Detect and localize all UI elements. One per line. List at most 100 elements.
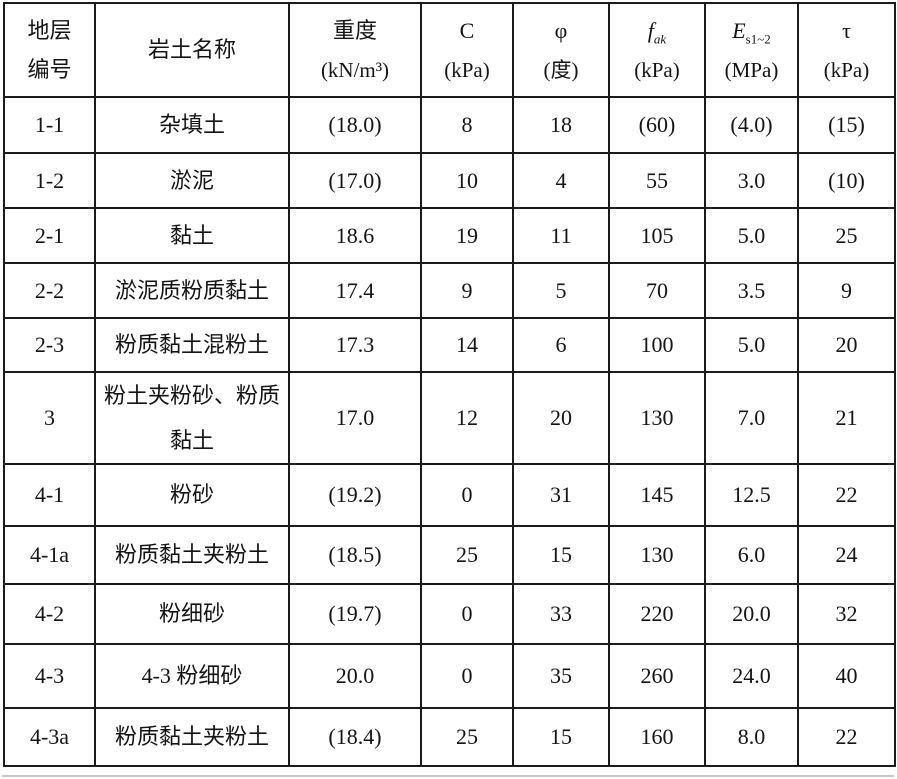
table-row: 4-1 粉砂 (19.2) 0 31 145 12.5 22 [3, 463, 896, 528]
header-fak-symbol: fak [647, 18, 667, 47]
cell-fak: 260 [608, 643, 706, 710]
cell-unit-weight: (17.0) [288, 152, 422, 209]
header-es-unit: (MPa) [724, 57, 779, 82]
cell-fak: (60) [608, 96, 706, 154]
cell-cohesion: 19 [420, 207, 514, 264]
cell-tau: 32 [797, 583, 896, 646]
cell-friction-angle: 11 [512, 207, 610, 264]
cell-layer-id: 4-3a [3, 707, 96, 768]
table-row: 4-3a 粉质黏土夹粉土 (18.4) 25 15 160 8.0 22 [3, 707, 896, 768]
cell-layer-id: 2-3 [3, 317, 96, 373]
cell-es: 24.0 [704, 643, 799, 710]
cell-cohesion: 25 [420, 707, 514, 768]
header-friction-angle-unit: (度) [543, 57, 579, 82]
table-row: 4-2 粉细砂 (19.7) 0 33 220 20.0 32 [3, 583, 896, 646]
cell-friction-angle: 18 [512, 96, 610, 154]
table-row: 2-3 粉质黏土混粉土 17.3 14 6 100 5.0 20 [3, 317, 896, 373]
cell-unit-weight: (18.5) [288, 525, 422, 586]
cell-cohesion: 0 [420, 463, 514, 528]
cell-es: 3.0 [704, 152, 799, 209]
cell-es: 5.0 [704, 317, 799, 373]
cell-layer-id: 4-2 [3, 583, 96, 646]
cell-unit-weight: 20.0 [288, 643, 422, 710]
cell-layer-id: 1-2 [3, 152, 96, 209]
table-row: 1-2 淤泥 (17.0) 10 4 55 3.0 (10) [3, 152, 896, 209]
cell-cohesion: 0 [420, 583, 514, 646]
cell-friction-angle: 15 [512, 707, 610, 768]
cell-friction-angle: 35 [512, 643, 610, 710]
table-row: 4-3 4-3 粉细砂 20.0 0 35 260 24.0 40 [3, 643, 896, 710]
cell-layer-id: 4-1 [3, 463, 96, 528]
cell-cohesion: 12 [420, 370, 514, 466]
cell-layer-id: 1-1 [3, 96, 96, 154]
cell-unit-weight: (18.4) [288, 707, 422, 768]
cell-fak: 160 [608, 707, 706, 768]
cell-unit-weight: 17.0 [288, 370, 422, 466]
cell-soil-name: 粉质黏土夹粉土 [94, 525, 290, 586]
cell-unit-weight: (19.7) [288, 583, 422, 646]
cell-unit-weight: 17.3 [288, 317, 422, 373]
cell-unit-weight: 17.4 [288, 262, 422, 319]
cell-soil-name: 粉细砂 [94, 583, 290, 646]
table-row: 2-2 淤泥质粉质黏土 17.4 9 5 70 3.5 9 [3, 262, 896, 319]
cell-layer-id: 4-1a [3, 525, 96, 586]
cell-tau: 22 [797, 707, 896, 768]
cell-fak: 100 [608, 317, 706, 373]
cell-cohesion: 14 [420, 317, 514, 373]
cell-cohesion: 25 [420, 525, 514, 586]
header-es-symbol: Es1~2 [732, 18, 771, 47]
cell-es: (4.0) [704, 96, 799, 154]
cell-es: 3.5 [704, 262, 799, 319]
header-row: 地层 编号 岩土名称 重度 (kN/m³) C (kPa) φ (度) fak (kPa)… [3, 2, 896, 98]
cell-fak: 105 [608, 207, 706, 264]
header-soil-name: 岩土名称 [94, 2, 290, 98]
cell-layer-id: 2-2 [3, 262, 96, 319]
header-unit-weight-unit: (kN/m³) [320, 57, 390, 82]
cell-tau: 24 [797, 525, 896, 586]
cell-tau: 22 [797, 463, 896, 528]
cell-soil-name: 杂填土 [94, 96, 290, 154]
cell-fak: 130 [608, 525, 706, 586]
header-fak: fak (kPa) [608, 2, 706, 98]
cell-layer-id: 2-1 [3, 207, 96, 264]
cell-soil-name: 淤泥 [94, 152, 290, 209]
header-es: Es1~2 (MPa) [704, 2, 799, 98]
cell-es: 20.0 [704, 583, 799, 646]
header-friction-angle-symbol: φ [554, 18, 568, 44]
cell-layer-id: 3 [3, 370, 96, 466]
header-tau-unit: (kPa) [823, 57, 870, 82]
cell-friction-angle: 4 [512, 152, 610, 209]
table-row: 2-1 黏土 18.6 19 11 105 5.0 25 [3, 207, 896, 264]
cell-cohesion: 9 [420, 262, 514, 319]
cell-friction-angle: 20 [512, 370, 610, 466]
table-row: 3 粉土夹粉砂、粉质黏土 17.0 12 20 130 7.0 21 [3, 370, 896, 466]
cell-friction-angle: 5 [512, 262, 610, 319]
header-layer-line2: 编号 [27, 56, 72, 82]
cell-fak: 55 [608, 152, 706, 209]
cell-soil-name: 淤泥质粉质黏土 [94, 262, 290, 319]
header-cohesion-symbol: C [459, 18, 475, 44]
header-unit-weight: 重度 (kN/m³) [288, 2, 422, 98]
cell-es: 12.5 [704, 463, 799, 528]
cell-es: 7.0 [704, 370, 799, 466]
cell-soil-name: 粉砂 [94, 463, 290, 528]
cell-tau: 40 [797, 643, 896, 710]
cell-tau: 25 [797, 207, 896, 264]
cell-layer-id: 4-3 [3, 643, 96, 710]
cell-fak: 220 [608, 583, 706, 646]
soil-parameters-table: 地层 编号 岩土名称 重度 (kN/m³) C (kPa) φ (度) fak (kPa)… [3, 2, 896, 768]
cell-es: 5.0 [704, 207, 799, 264]
cell-tau: 21 [797, 370, 896, 466]
cell-fak: 130 [608, 370, 706, 466]
cell-tau: 9 [797, 262, 896, 319]
header-fak-unit: (kPa) [634, 57, 680, 82]
cell-friction-angle: 31 [512, 463, 610, 528]
header-tau-symbol: τ [842, 18, 851, 44]
table-row: 4-1a 粉质黏土夹粉土 (18.5) 25 15 130 6.0 24 [3, 525, 896, 586]
cell-soil-name: 粉质黏土混粉土 [94, 317, 290, 373]
cell-unit-weight: (19.2) [288, 463, 422, 528]
cell-soil-name: 粉质黏土夹粉土 [94, 707, 290, 768]
cell-soil-name: 4-3 粉细砂 [94, 643, 290, 710]
table-row: 1-1 杂填土 (18.0) 8 18 (60) (4.0) (15) [3, 96, 896, 154]
